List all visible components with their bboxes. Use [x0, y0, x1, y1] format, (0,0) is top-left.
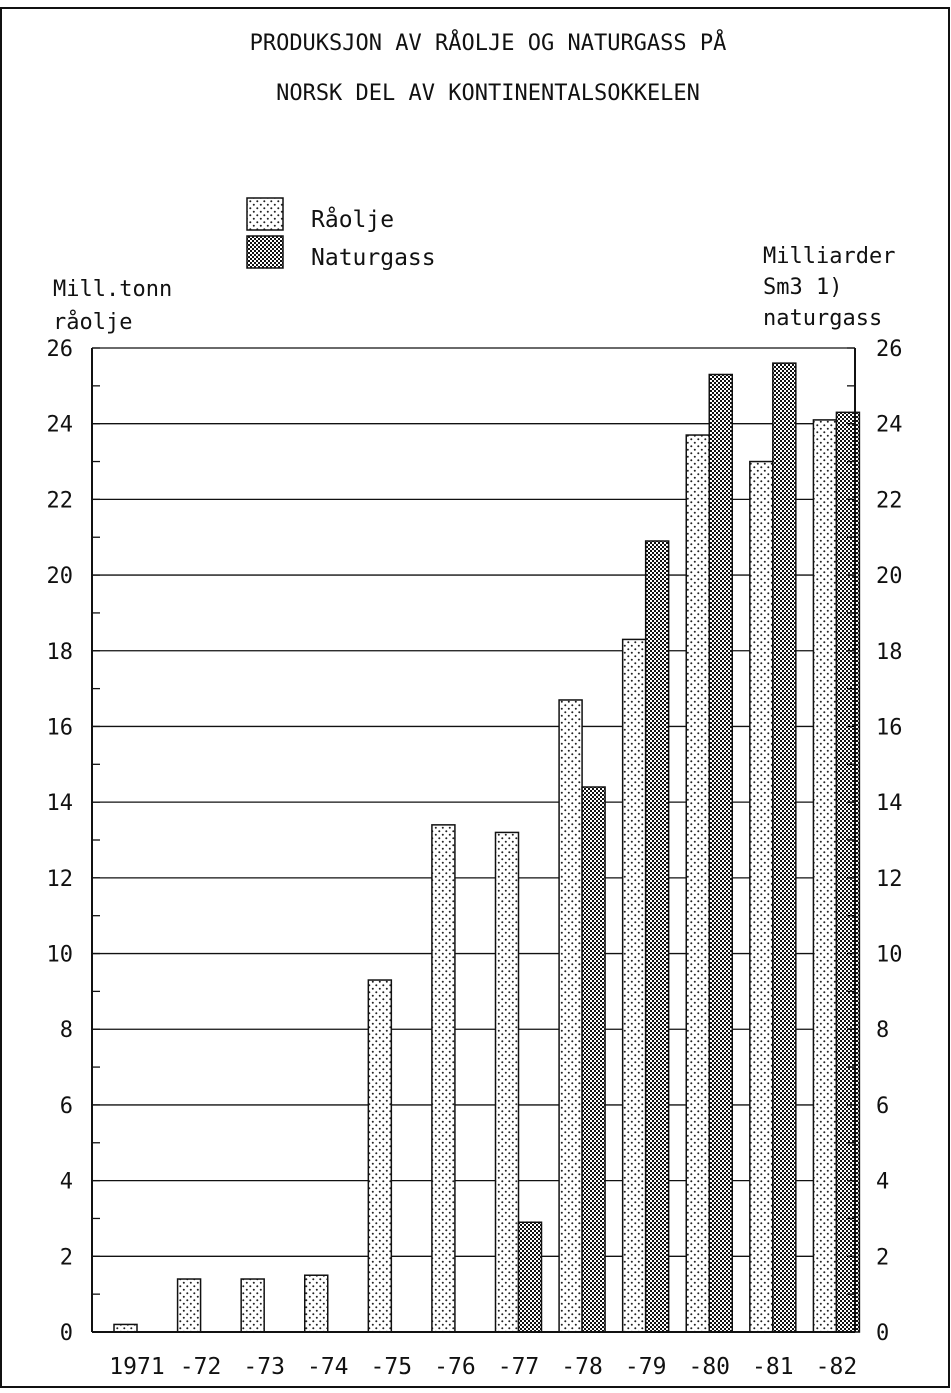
- outer-border: [0, 7, 950, 1388]
- y-axis-label-right-line: naturgass: [763, 306, 882, 331]
- y-tick-label-left: 22: [47, 488, 74, 513]
- y-axis-label-right-line: Milliarder: [763, 244, 895, 269]
- legend-label: Råolje: [311, 205, 394, 233]
- y-tick-label-right: 14: [876, 791, 903, 816]
- x-tick-label: -79: [625, 1354, 667, 1380]
- x-tick-label: -77: [498, 1354, 540, 1380]
- y-tick-label-left: 6: [60, 1094, 73, 1119]
- y-tick-label-right: 6: [876, 1094, 889, 1119]
- y-tick-label-left: 26: [47, 337, 74, 362]
- x-tick-label: -76: [434, 1354, 476, 1380]
- x-tick-label: -75: [371, 1354, 413, 1380]
- bar-raolje: [304, 1274, 329, 1333]
- bar-raolje: [240, 1278, 265, 1333]
- y-tick-label-right: 18: [876, 640, 903, 665]
- bar-raolje: [494, 831, 520, 1333]
- bar-raolje: [812, 419, 838, 1333]
- bar-raolje: [431, 824, 456, 1333]
- x-tick-label: -81: [752, 1354, 794, 1380]
- bar-raolje: [685, 434, 710, 1333]
- legend: Råolje Naturgass: [246, 197, 436, 271]
- chart-title-line: NORSK DEL AV KONTINENTALSOKKELEN: [276, 81, 700, 106]
- x-tick-label: -80: [688, 1354, 730, 1380]
- x-tick-label: -74: [307, 1354, 349, 1380]
- x-tick-label: -78: [561, 1354, 603, 1380]
- y-tick-label-left: 0: [60, 1321, 73, 1346]
- axes: [91, 347, 856, 1333]
- bar-raolje: [621, 638, 647, 1333]
- x-tick-label: -72: [180, 1354, 222, 1380]
- y-tick-label-left: 20: [47, 564, 74, 589]
- bar-naturgass: [772, 362, 797, 1333]
- y-tick-label-right: 16: [876, 715, 903, 740]
- bar-raolje: [749, 460, 774, 1333]
- bar-raolje: [558, 699, 583, 1333]
- bars: [113, 362, 861, 1333]
- y-tick-label-right: 10: [876, 943, 903, 968]
- y-tick-label-left: 24: [47, 413, 74, 438]
- y-axis-label-right: Milliarder Sm3 1) naturgass: [763, 244, 895, 331]
- y-tick-label-right: 2: [876, 1245, 889, 1270]
- y-axis-label-left-line: Mill.tonn: [53, 277, 172, 302]
- y-tick-label-left: 4: [60, 1170, 73, 1195]
- y-axis-label-right-line: Sm3 1): [763, 275, 842, 300]
- y-tick-label-right: 4: [876, 1170, 889, 1195]
- bar-raolje: [176, 1278, 202, 1333]
- gridlines: [92, 347, 855, 1257]
- chart-title-line: PRODUKSJON AV RÅOLJE OG NATURGASS PÅ: [250, 29, 727, 56]
- bar-naturgass: [517, 1221, 543, 1333]
- x-tick-label: -73: [243, 1354, 285, 1380]
- y-tick-label-left: 8: [60, 1018, 73, 1043]
- y-tick-label-left: 14: [47, 791, 74, 816]
- y-tick-label-left: 18: [47, 640, 74, 665]
- y-tick-label-right: 24: [876, 413, 903, 438]
- legend-label: Naturgass: [311, 245, 436, 271]
- bar-naturgass: [581, 786, 606, 1333]
- y-tick-label-right: 12: [876, 867, 903, 892]
- legend-swatch: [246, 235, 284, 269]
- y-tick-label-right: 8: [876, 1018, 889, 1043]
- y-tick-label-right: 26: [876, 337, 903, 362]
- bar-naturgass: [708, 373, 733, 1333]
- y-tick-label-left: 2: [60, 1245, 73, 1270]
- y-tick-label-right: 22: [876, 488, 903, 513]
- x-tick-labels: 1971 -72 -73 -74 -75 -76 -77 -78 -79 -80 -81 -82: [109, 1354, 857, 1380]
- bar-raolje: [113, 1323, 138, 1333]
- x-tick-label: -82: [816, 1354, 858, 1380]
- bar-naturgass: [644, 540, 670, 1333]
- x-tick-label: 1971: [109, 1354, 164, 1380]
- y-axis-label-left-line: råolje: [53, 309, 132, 335]
- y-tick-label-left: 12: [47, 867, 74, 892]
- chart-title: PRODUKSJON AV RÅOLJE OG NATURGASS PÅ NORS…: [250, 29, 727, 106]
- y-tick-label-right: 0: [876, 1321, 889, 1346]
- legend-swatch: [246, 197, 284, 231]
- y-tick-label-left: 16: [47, 715, 74, 740]
- y-tick-label-left: 10: [47, 943, 74, 968]
- y-tick-label-right: 20: [876, 564, 903, 589]
- y-axis-label-left: Mill.tonn råolje: [53, 277, 172, 335]
- bar-raolje: [367, 979, 393, 1333]
